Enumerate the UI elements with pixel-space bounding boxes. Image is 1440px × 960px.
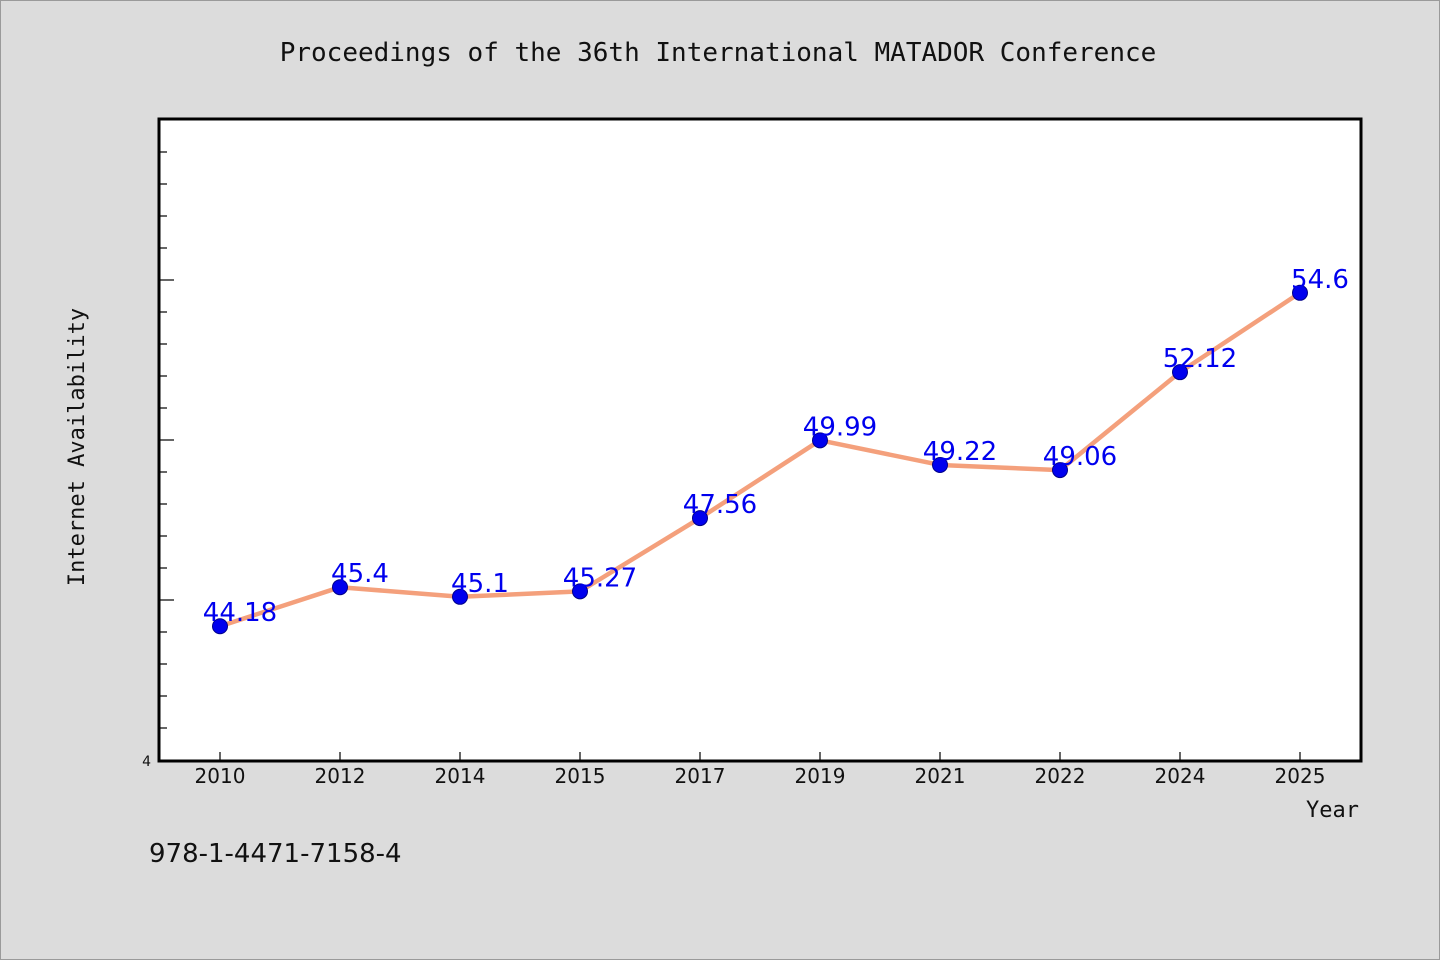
data-point: [812, 432, 828, 449]
chart-title: Proceedings of the 36th International MA…: [280, 38, 1157, 68]
x-tick-label: 2019: [795, 764, 846, 788]
x-tick-label: 2017: [675, 764, 726, 788]
data-label: 45.27: [563, 563, 637, 593]
x-axis-ticks: [219, 752, 1301, 760]
data-point: [932, 456, 948, 473]
data-point: [1052, 462, 1068, 479]
data-point: [692, 510, 708, 527]
x-tick-label: 2015: [555, 764, 606, 788]
data-point: [452, 588, 468, 605]
x-axis-label: Year: [1306, 798, 1359, 823]
x-axis-tick-labels: 2010 2012 2014 2015 2017 2019 2021 2022 2024 2025: [195, 764, 1326, 788]
plot-area: [157, 117, 1363, 763]
x-tick-label: 2012: [315, 764, 366, 788]
y-tick-label: 4: [142, 754, 151, 770]
data-point: [1292, 284, 1308, 301]
y-axis-label: Internet Availability: [65, 308, 90, 586]
data-label: 49.06: [1043, 442, 1117, 472]
data-point: [332, 579, 348, 596]
x-tick-label: 2024: [1155, 764, 1206, 788]
data-label: 44.18: [203, 598, 277, 628]
data-label: 49.22: [923, 437, 997, 467]
y-axis-ticks: [160, 151, 174, 729]
series-line: [219, 290, 1302, 629]
data-label: 47.56: [683, 490, 757, 520]
data-point: [572, 583, 588, 600]
x-tick-label: 2025: [1275, 764, 1326, 788]
series-line-group: [219, 290, 1302, 629]
x-tick-label: 2010: [195, 764, 246, 788]
data-label: 45.4: [331, 559, 389, 589]
data-point: [1172, 364, 1188, 381]
footer-isbn: 978-1-4471-7158-4: [149, 839, 402, 869]
series-markers-group: [212, 284, 1308, 635]
x-tick-label: 2014: [435, 764, 486, 788]
data-label: 54.6: [1291, 265, 1349, 295]
data-label: 45.1: [451, 569, 509, 599]
data-point: [212, 618, 228, 635]
x-tick-label: 2022: [1035, 764, 1086, 788]
x-tick-label: 2021: [915, 764, 966, 788]
data-labels-group: 44.18 45.4 45.1 45.27 47.56 49.99 49.22 49.06 52…: [203, 265, 1349, 628]
data-label: 49.99: [803, 412, 877, 442]
data-label: 52.12: [1163, 344, 1237, 374]
